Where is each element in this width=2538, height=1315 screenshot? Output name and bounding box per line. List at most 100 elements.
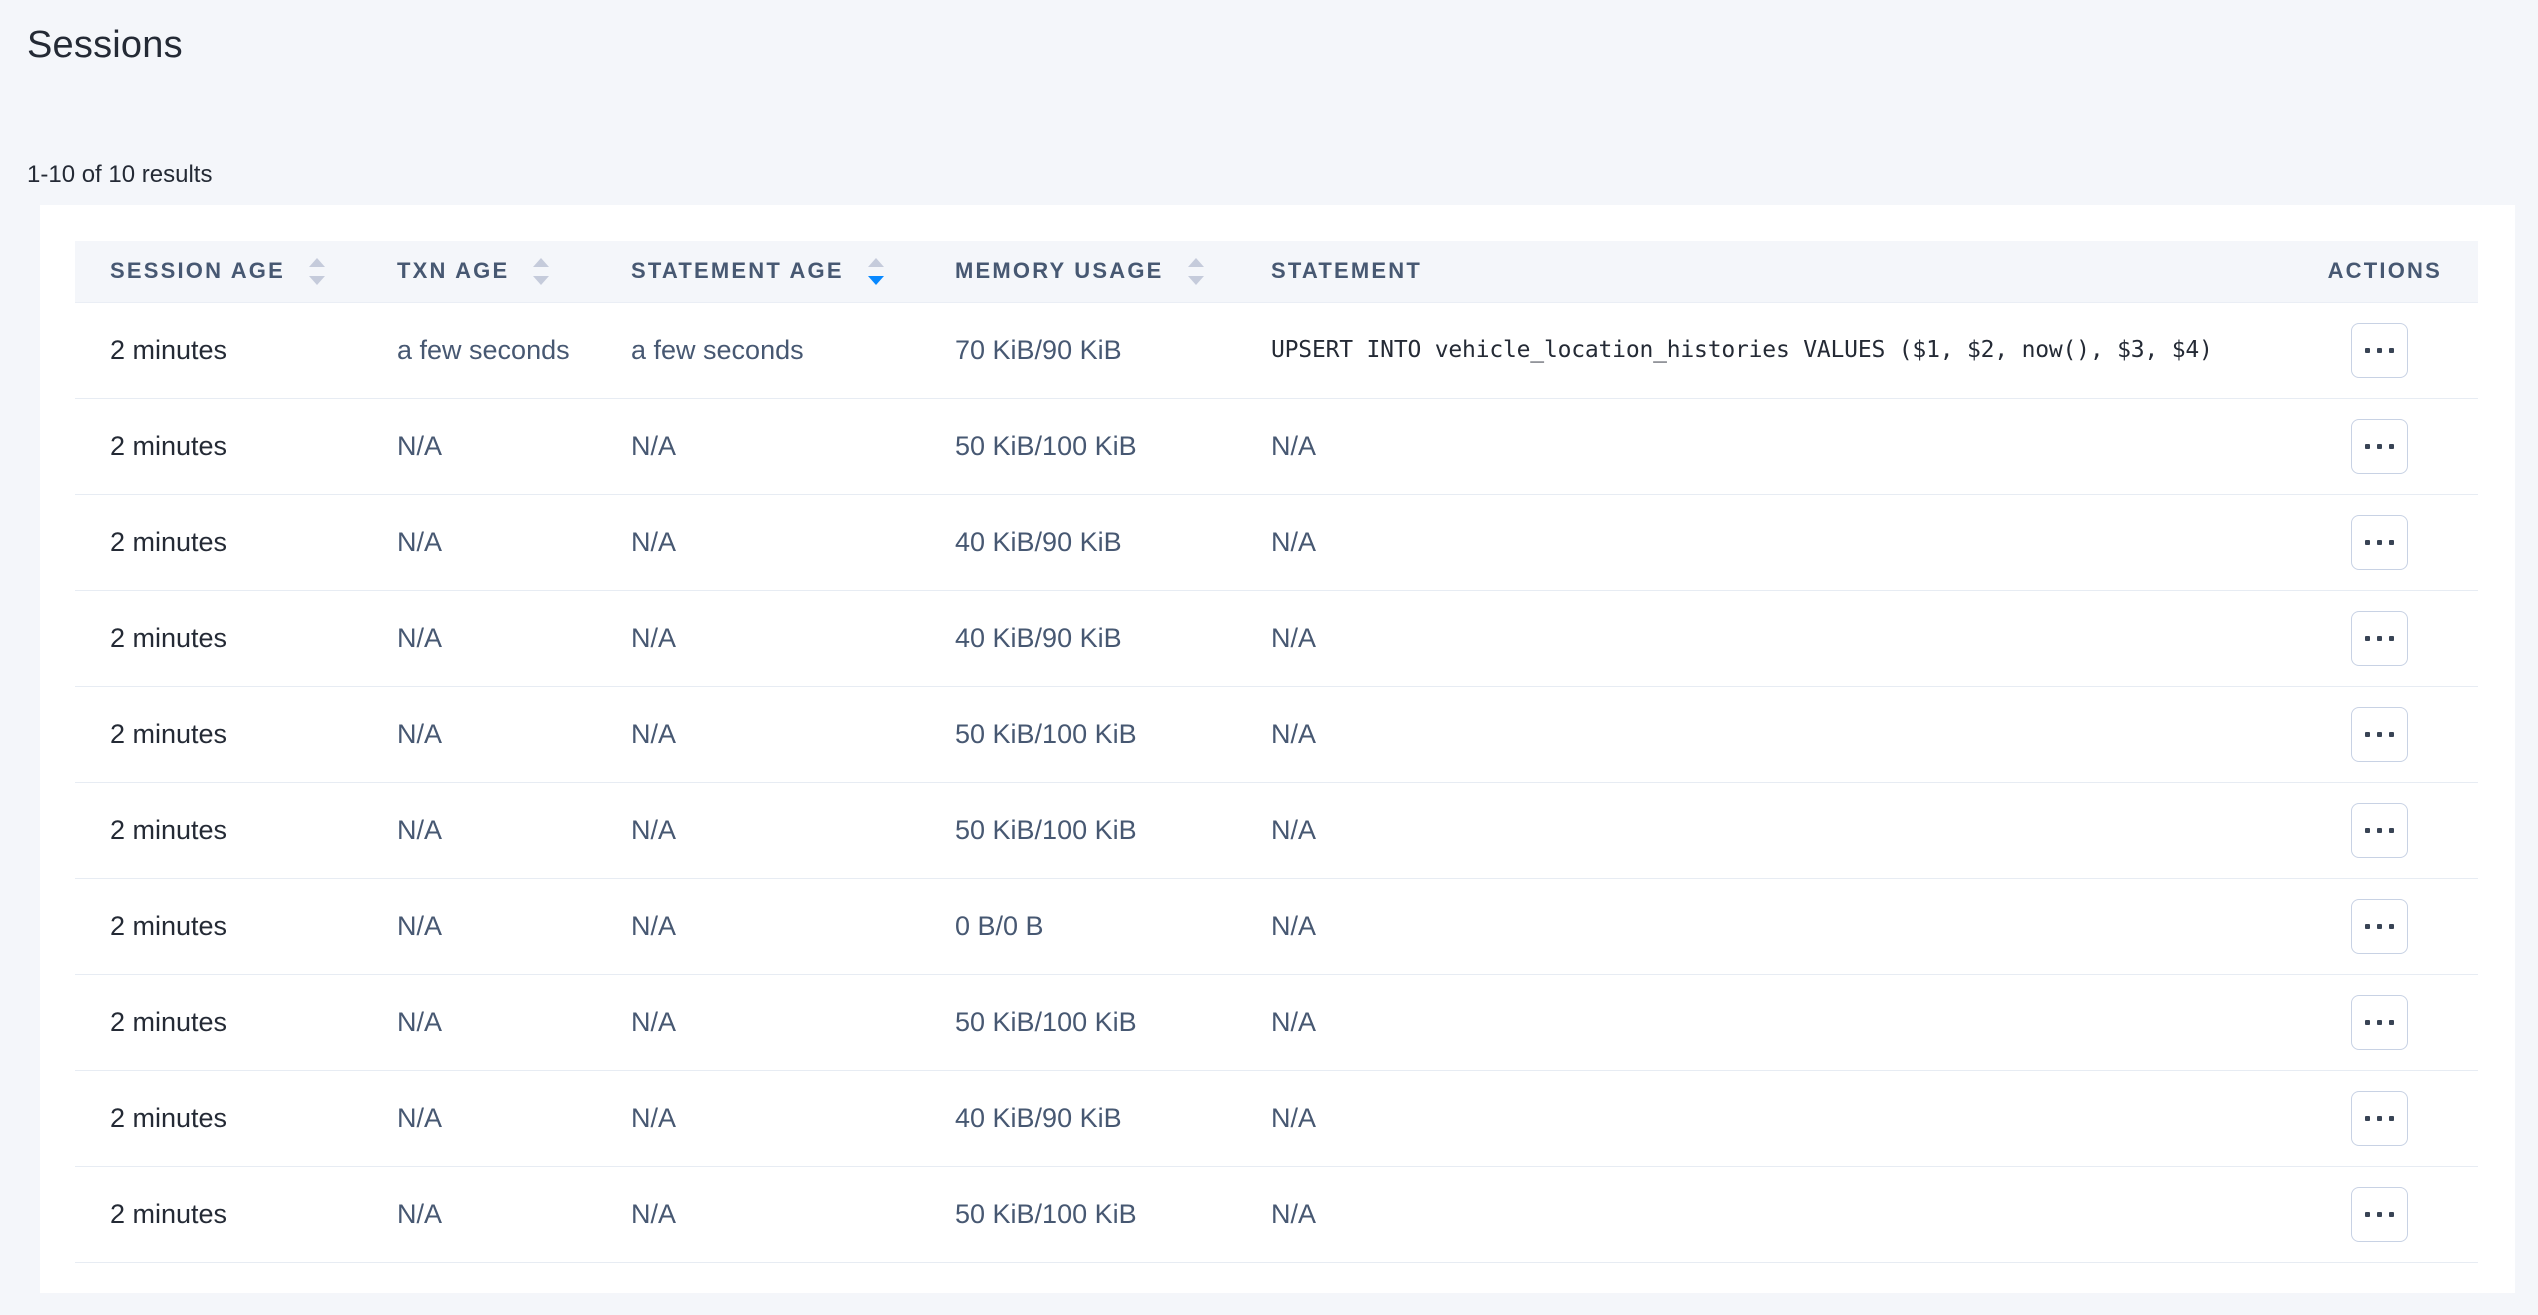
sessions-card: SESSION AGE TXN AGE STATEMENT AGE bbox=[40, 205, 2515, 1293]
column-header-label: STATEMENT bbox=[1271, 258, 1422, 284]
session-actions-button[interactable] bbox=[2351, 994, 2408, 1050]
session-age-cell: 2 minutes bbox=[75, 590, 362, 687]
column-header-label: ACTIONS bbox=[2327, 258, 2442, 284]
table-header-row: SESSION AGE TXN AGE STATEMENT AGE bbox=[75, 241, 2478, 303]
actions-cell bbox=[2236, 1070, 2478, 1167]
table-row: 2 minutes N/A N/A 50 KiB/100 KiB N/A bbox=[75, 1166, 2478, 1263]
session-age-cell: 2 minutes bbox=[75, 686, 362, 783]
session-age-cell: 2 minutes bbox=[75, 398, 362, 495]
column-header-statement-age[interactable]: STATEMENT AGE bbox=[596, 241, 920, 303]
memory-usage-cell: 0 B/0 B bbox=[920, 878, 1236, 975]
session-age-cell: 2 minutes bbox=[75, 494, 362, 591]
column-header-label: SESSION AGE bbox=[110, 258, 285, 284]
session-age-cell: 2 minutes bbox=[75, 878, 362, 975]
statement-age-cell: N/A bbox=[596, 974, 920, 1071]
memory-usage-cell: 50 KiB/100 KiB bbox=[920, 686, 1236, 783]
statement-cell: N/A bbox=[1236, 1070, 2236, 1167]
ellipsis-icon bbox=[2365, 443, 2370, 449]
memory-usage-cell: 50 KiB/100 KiB bbox=[920, 782, 1236, 879]
memory-usage-cell: 70 KiB/90 KiB bbox=[920, 302, 1236, 399]
memory-usage-cell: 50 KiB/100 KiB bbox=[920, 974, 1236, 1071]
actions-cell bbox=[2236, 878, 2478, 975]
session-actions-button[interactable] bbox=[2351, 706, 2408, 762]
table-row: 2 minutes N/A N/A 40 KiB/90 KiB N/A bbox=[75, 494, 2478, 591]
txn-age-cell: N/A bbox=[362, 878, 596, 975]
statement-age-cell: N/A bbox=[596, 686, 920, 783]
results-count: 1-10 of 10 results bbox=[27, 161, 213, 188]
txn-age-cell: N/A bbox=[362, 974, 596, 1071]
ellipsis-icon bbox=[2365, 731, 2370, 737]
sort-arrows-icon bbox=[1187, 257, 1204, 285]
session-age-cell: 2 minutes bbox=[75, 782, 362, 879]
ellipsis-icon bbox=[2365, 347, 2370, 353]
session-actions-button[interactable] bbox=[2351, 322, 2408, 378]
ellipsis-icon bbox=[2365, 1019, 2370, 1025]
session-age-cell: 2 minutes bbox=[75, 974, 362, 1071]
actions-cell bbox=[2236, 782, 2478, 879]
statement-age-cell: N/A bbox=[596, 1070, 920, 1167]
statement-age-cell: N/A bbox=[596, 494, 920, 591]
column-header-session-age[interactable]: SESSION AGE bbox=[75, 241, 362, 303]
table-row: 2 minutes N/A N/A 40 KiB/90 KiB N/A bbox=[75, 1070, 2478, 1167]
table-row: 2 minutes a few seconds a few seconds 70… bbox=[75, 302, 2478, 399]
statement-cell: N/A bbox=[1236, 782, 2236, 879]
session-actions-button[interactable] bbox=[2351, 418, 2408, 474]
ellipsis-icon bbox=[2365, 635, 2370, 641]
actions-cell bbox=[2236, 590, 2478, 687]
table-row: 2 minutes N/A N/A 50 KiB/100 KiB N/A bbox=[75, 974, 2478, 1071]
session-actions-button[interactable] bbox=[2351, 802, 2408, 858]
memory-usage-cell: 50 KiB/100 KiB bbox=[920, 398, 1236, 495]
statement-cell: UPSERT INTO vehicle_location_histories V… bbox=[1236, 302, 2236, 399]
txn-age-cell: N/A bbox=[362, 398, 596, 495]
session-age-cell: 2 minutes bbox=[75, 1166, 362, 1263]
txn-age-cell: N/A bbox=[362, 686, 596, 783]
statement-cell: N/A bbox=[1236, 590, 2236, 687]
txn-age-cell: N/A bbox=[362, 782, 596, 879]
column-header-txn-age[interactable]: TXN AGE bbox=[362, 241, 596, 303]
column-header-label: STATEMENT AGE bbox=[631, 258, 844, 284]
session-actions-button[interactable] bbox=[2351, 898, 2408, 954]
ellipsis-icon bbox=[2365, 539, 2370, 545]
page-title: Sessions bbox=[27, 24, 183, 66]
statement-cell: N/A bbox=[1236, 494, 2236, 591]
sessions-table: SESSION AGE TXN AGE STATEMENT AGE bbox=[75, 241, 2478, 1263]
ellipsis-icon bbox=[2365, 1211, 2370, 1217]
table-row: 2 minutes N/A N/A 0 B/0 B N/A bbox=[75, 878, 2478, 975]
table-row: 2 minutes N/A N/A 50 KiB/100 KiB N/A bbox=[75, 686, 2478, 783]
actions-cell bbox=[2236, 302, 2478, 399]
sort-arrows-icon bbox=[308, 257, 325, 285]
statement-age-cell: N/A bbox=[596, 590, 920, 687]
txn-age-cell: N/A bbox=[362, 590, 596, 687]
table-row: 2 minutes N/A N/A 40 KiB/90 KiB N/A bbox=[75, 590, 2478, 687]
statement-age-cell: N/A bbox=[596, 1166, 920, 1263]
statement-age-cell: N/A bbox=[596, 782, 920, 879]
session-actions-button[interactable] bbox=[2351, 514, 2408, 570]
actions-cell bbox=[2236, 494, 2478, 591]
session-age-cell: 2 minutes bbox=[75, 302, 362, 399]
statement-cell: N/A bbox=[1236, 398, 2236, 495]
sort-arrows-desc-active-icon bbox=[867, 257, 884, 285]
ellipsis-icon bbox=[2365, 827, 2370, 833]
txn-age-cell: N/A bbox=[362, 1166, 596, 1263]
session-actions-button[interactable] bbox=[2351, 1186, 2408, 1242]
statement-cell: N/A bbox=[1236, 686, 2236, 783]
statement-cell: N/A bbox=[1236, 878, 2236, 975]
memory-usage-cell: 40 KiB/90 KiB bbox=[920, 590, 1236, 687]
statement-age-cell: N/A bbox=[596, 878, 920, 975]
sort-arrows-icon bbox=[533, 257, 550, 285]
txn-age-cell: a few seconds bbox=[362, 302, 596, 399]
column-header-memory-usage[interactable]: MEMORY USAGE bbox=[920, 241, 1236, 303]
txn-age-cell: N/A bbox=[362, 494, 596, 591]
txn-age-cell: N/A bbox=[362, 1070, 596, 1167]
session-actions-button[interactable] bbox=[2351, 610, 2408, 666]
session-actions-button[interactable] bbox=[2351, 1090, 2408, 1146]
actions-cell bbox=[2236, 974, 2478, 1071]
statement-cell: N/A bbox=[1236, 1166, 2236, 1263]
table-row: 2 minutes N/A N/A 50 KiB/100 KiB N/A bbox=[75, 398, 2478, 495]
statement-cell: N/A bbox=[1236, 974, 2236, 1071]
statement-age-cell: N/A bbox=[596, 398, 920, 495]
column-header-label: MEMORY USAGE bbox=[955, 258, 1164, 284]
actions-cell bbox=[2236, 686, 2478, 783]
ellipsis-icon bbox=[2365, 923, 2370, 929]
statement-age-cell: a few seconds bbox=[596, 302, 920, 399]
